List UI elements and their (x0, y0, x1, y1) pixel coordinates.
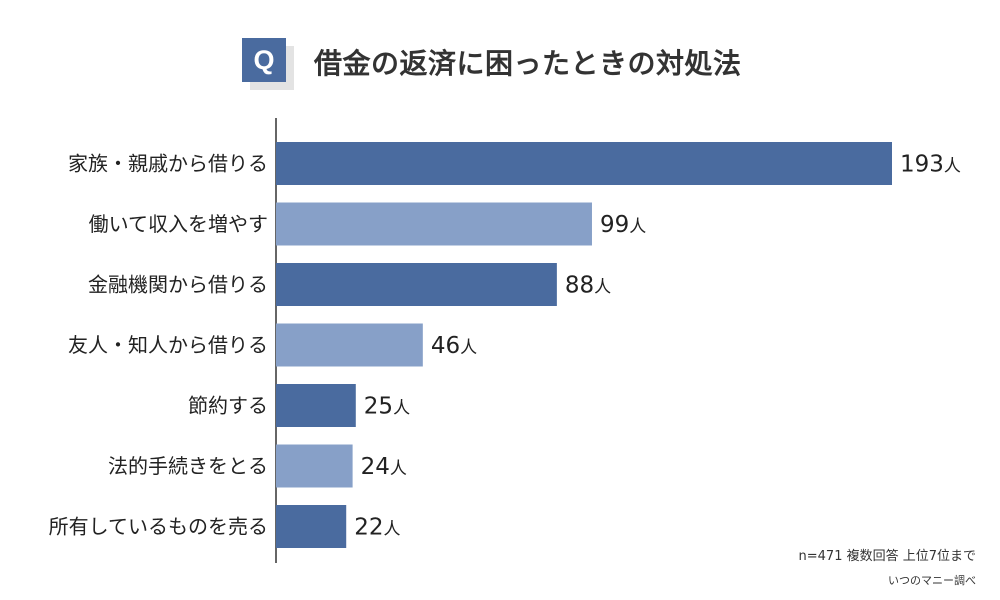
category-label: 所有しているものを売る (49, 515, 268, 539)
question-badge-label: Q (242, 38, 286, 82)
sample-note: n=471 複数回答 上位7位まで (798, 549, 976, 564)
category-label: 働いて収入を増やす (89, 212, 268, 236)
category-label: 金融機関から借りる (88, 273, 268, 297)
value-label: 193人 (900, 152, 961, 178)
value-label: 46人 (431, 333, 477, 359)
bar (276, 142, 892, 185)
value-label: 24人 (361, 454, 407, 480)
bar (276, 263, 557, 306)
bar (276, 384, 356, 427)
value-label: 25人 (364, 394, 410, 420)
value-label: 22人 (354, 515, 400, 541)
category-label: 友人・知人から借りる (68, 333, 268, 357)
bar (276, 444, 353, 488)
bar (276, 323, 423, 367)
value-label: 99人 (600, 212, 646, 238)
chart-title: 借金の返済に困ったときの対処法 (314, 47, 742, 80)
chart-header: Q 借金の返済に困ったときの対処法 (0, 30, 1000, 90)
value-label: 88人 (565, 273, 611, 299)
question-badge: Q (242, 38, 294, 90)
bar (276, 202, 592, 246)
category-label: 家族・親戚から借りる (68, 152, 268, 176)
bar (276, 505, 347, 548)
category-label: 法的手続きをとる (108, 454, 268, 478)
category-label: 節約する (188, 394, 268, 418)
source-note: いつのマニー調べ (888, 574, 976, 587)
